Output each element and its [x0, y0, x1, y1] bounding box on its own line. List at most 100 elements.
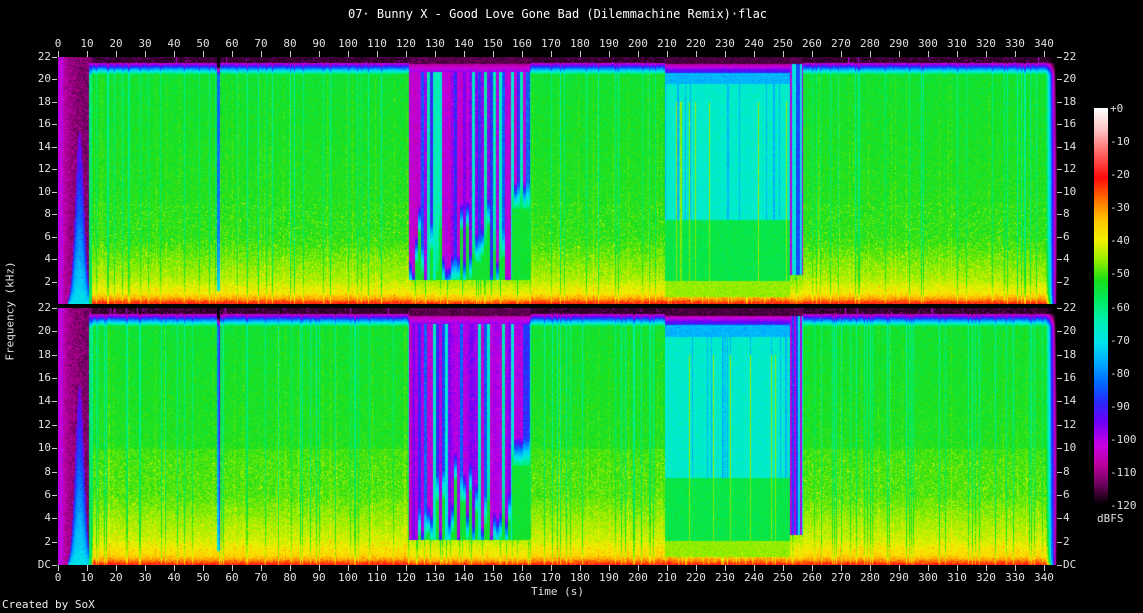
tick-mark	[521, 51, 523, 57]
time-tick-label: 180	[570, 37, 590, 50]
legend-unit-label: dBFS	[1097, 512, 1124, 525]
frequency-tick-label: 14	[37, 394, 51, 407]
tick-mark	[52, 79, 57, 80]
tick-mark	[1057, 192, 1062, 193]
tick-mark	[231, 565, 233, 571]
time-tick-label: 220	[686, 37, 706, 50]
tick-mark	[144, 565, 146, 571]
time-tick-label: 330	[1005, 37, 1025, 50]
tick-mark	[376, 51, 378, 57]
tick-mark	[260, 51, 262, 57]
frequency-tick-label: 10	[37, 441, 51, 454]
frequency-tick-label: 22	[1063, 301, 1077, 314]
tick-mark	[347, 565, 349, 571]
frequency-tick-label: 12	[37, 418, 51, 431]
time-tick-label: 20	[109, 571, 123, 584]
tick-mark	[318, 51, 320, 57]
tick-mark	[52, 308, 57, 309]
time-tick-label: 310	[947, 571, 967, 584]
spectrogram-channel-right	[58, 308, 1057, 565]
time-tick-label: 190	[599, 571, 619, 584]
time-tick-label: 340	[1034, 571, 1054, 584]
tick-mark	[956, 565, 958, 571]
tick-mark	[1057, 378, 1062, 379]
tick-mark	[1057, 448, 1062, 449]
tick-mark	[376, 565, 378, 571]
tick-mark	[52, 237, 57, 238]
time-tick-label: 250	[773, 571, 793, 584]
tick-mark	[52, 331, 57, 332]
tick-mark	[985, 51, 987, 57]
tick-mark	[1043, 51, 1045, 57]
frequency-tick-label: 10	[1063, 441, 1077, 454]
time-tick-label: 220	[686, 571, 706, 584]
frequency-tick-label: 18	[37, 348, 51, 361]
time-tick-label: 260	[802, 571, 822, 584]
time-tick-label: 200	[628, 571, 648, 584]
tick-mark	[144, 51, 146, 57]
time-tick-label: 90	[312, 37, 326, 50]
frequency-tick-label: 16	[1063, 371, 1077, 384]
tick-mark	[115, 51, 117, 57]
time-tick-label: 260	[802, 37, 822, 50]
frequency-tick-label: 18	[37, 95, 51, 108]
tick-mark	[840, 51, 842, 57]
frequency-tick-label: 4	[1063, 511, 1070, 524]
frequency-tick-label: 10	[37, 185, 51, 198]
tick-mark	[52, 259, 57, 260]
time-tick-label: 250	[773, 37, 793, 50]
tick-mark	[1014, 51, 1016, 57]
tick-mark	[608, 565, 610, 571]
tick-mark	[52, 518, 57, 519]
tick-mark	[1057, 565, 1062, 566]
tick-mark	[86, 51, 88, 57]
legend-colorbar	[1094, 108, 1108, 505]
time-tick-label: 120	[396, 37, 416, 50]
frequency-tick-label: 12	[1063, 418, 1077, 431]
tick-mark	[782, 565, 784, 571]
tick-mark	[579, 565, 581, 571]
tick-mark	[811, 51, 813, 57]
tick-mark	[1057, 518, 1062, 519]
time-tick-label: 140	[454, 37, 474, 50]
time-tick-label: 300	[918, 571, 938, 584]
tick-mark	[1057, 282, 1062, 283]
tick-mark	[86, 565, 88, 571]
frequency-tick-label: 6	[44, 488, 51, 501]
frequency-tick-label: 4	[1063, 252, 1070, 265]
tick-mark	[956, 51, 958, 57]
tick-mark	[1043, 565, 1045, 571]
tick-mark	[52, 102, 57, 103]
frequency-tick-label: 8	[1063, 207, 1070, 220]
tick-mark	[289, 51, 291, 57]
frequency-tick-label: 12	[37, 162, 51, 175]
tick-mark	[1057, 308, 1062, 309]
frequency-tick-label: 14	[37, 140, 51, 153]
time-tick-label: 270	[831, 37, 851, 50]
time-tick-label: 140	[454, 571, 474, 584]
frequency-tick-label: 8	[44, 465, 51, 478]
tick-mark	[58, 51, 59, 57]
frequency-tick-label: 2	[44, 535, 51, 548]
legend-tick-label: -110	[1110, 465, 1137, 479]
tick-mark	[173, 565, 175, 571]
frequency-tick-label: 2	[44, 275, 51, 288]
tick-mark	[898, 565, 900, 571]
tick-mark	[1057, 237, 1062, 238]
time-tick-label: 110	[367, 37, 387, 50]
tick-mark	[1057, 147, 1062, 148]
tick-mark	[782, 51, 784, 57]
frequency-tick-label: 8	[44, 207, 51, 220]
time-tick-label: 110	[367, 571, 387, 584]
tick-mark	[52, 378, 57, 379]
tick-mark	[202, 51, 204, 57]
tick-mark	[1057, 401, 1062, 402]
time-tick-label: 290	[889, 571, 909, 584]
time-tick-label: 60	[225, 571, 239, 584]
time-tick-label: 300	[918, 37, 938, 50]
frequency-tick-label: 22	[1063, 50, 1077, 63]
frequency-tick-label: 2	[1063, 275, 1070, 288]
time-tick-label: 90	[312, 571, 326, 584]
tick-mark	[492, 565, 494, 571]
